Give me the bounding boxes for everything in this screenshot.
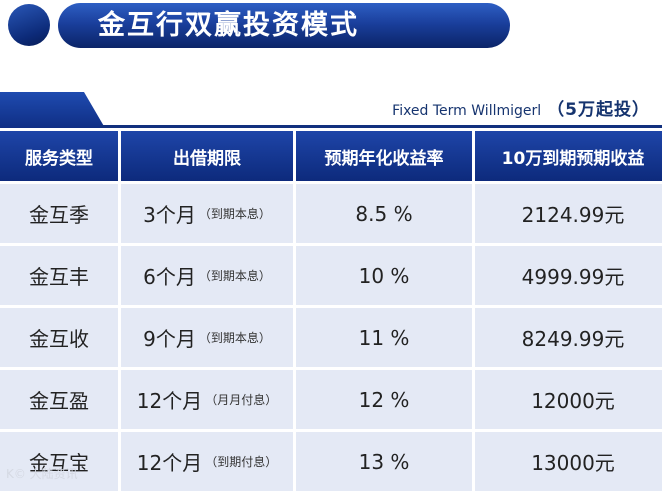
title-decor-circle <box>8 4 50 46</box>
term-value: 6个月 <box>143 265 196 289</box>
row-1-name: 金互季 <box>0 184 118 243</box>
row-3-term: 9个月 （到期本息） <box>121 308 293 367</box>
subtitle-min-investment: （5万起投） <box>547 100 650 120</box>
investment-table: 服务类型 出借期限 预期年化收益率 10万到期预期收益 金互季 3个月 （到期本息… <box>0 131 662 491</box>
header-term: 出借期限 <box>121 131 293 181</box>
row-3-income: 8249.99元 <box>475 308 662 367</box>
term-value: 9个月 <box>143 327 196 351</box>
term-note: （到期本息） <box>198 207 271 221</box>
row-4-income: 12000元 <box>475 370 662 429</box>
row-4-name: 金互盈 <box>0 370 118 429</box>
header-expected-income: 10万到期预期收益 <box>475 131 662 181</box>
row-5-income: 13000元 <box>475 432 662 491</box>
row-4-rate: 12 % <box>296 370 472 429</box>
row-1-term: 3个月 （到期本息） <box>121 184 293 243</box>
term-value: 3个月 <box>143 203 196 227</box>
row-3-rate: 11 % <box>296 308 472 367</box>
header-band-line <box>100 125 662 128</box>
row-5-rate: 13 % <box>296 432 472 491</box>
header-expected-rate: 预期年化收益率 <box>296 131 472 181</box>
row-2-rate: 10 % <box>296 246 472 305</box>
row-1-income: 2124.99元 <box>475 184 662 243</box>
term-note: （到期本息） <box>198 331 271 345</box>
term-note: （到期付息） <box>205 455 278 469</box>
watermark: K© 大陆资讯 <box>6 467 78 481</box>
term-note: （月月付息） <box>205 393 278 407</box>
term-value: 12个月 <box>136 389 203 413</box>
row-2-term: 6个月 （到期本息） <box>121 246 293 305</box>
row-1-rate: 8.5 % <box>296 184 472 243</box>
term-note: （到期本息） <box>198 269 271 283</box>
subtitle: Fixed Term Willmigerl （5万起投） <box>392 98 650 123</box>
page-title: 金互行双赢投资模式 <box>98 10 359 41</box>
header-band-accent <box>0 92 105 128</box>
row-3-name: 金互收 <box>0 308 118 367</box>
header-service-type: 服务类型 <box>0 131 118 181</box>
subtitle-english: Fixed Term Willmigerl <box>392 103 542 119</box>
row-2-name: 金互丰 <box>0 246 118 305</box>
row-4-term: 12个月 （月月付息） <box>121 370 293 429</box>
row-5-name: 金互宝 <box>0 432 118 491</box>
term-value: 12个月 <box>136 451 203 475</box>
title-banner <box>58 3 510 48</box>
row-5-term: 12个月 （到期付息） <box>121 432 293 491</box>
row-2-income: 4999.99元 <box>475 246 662 305</box>
